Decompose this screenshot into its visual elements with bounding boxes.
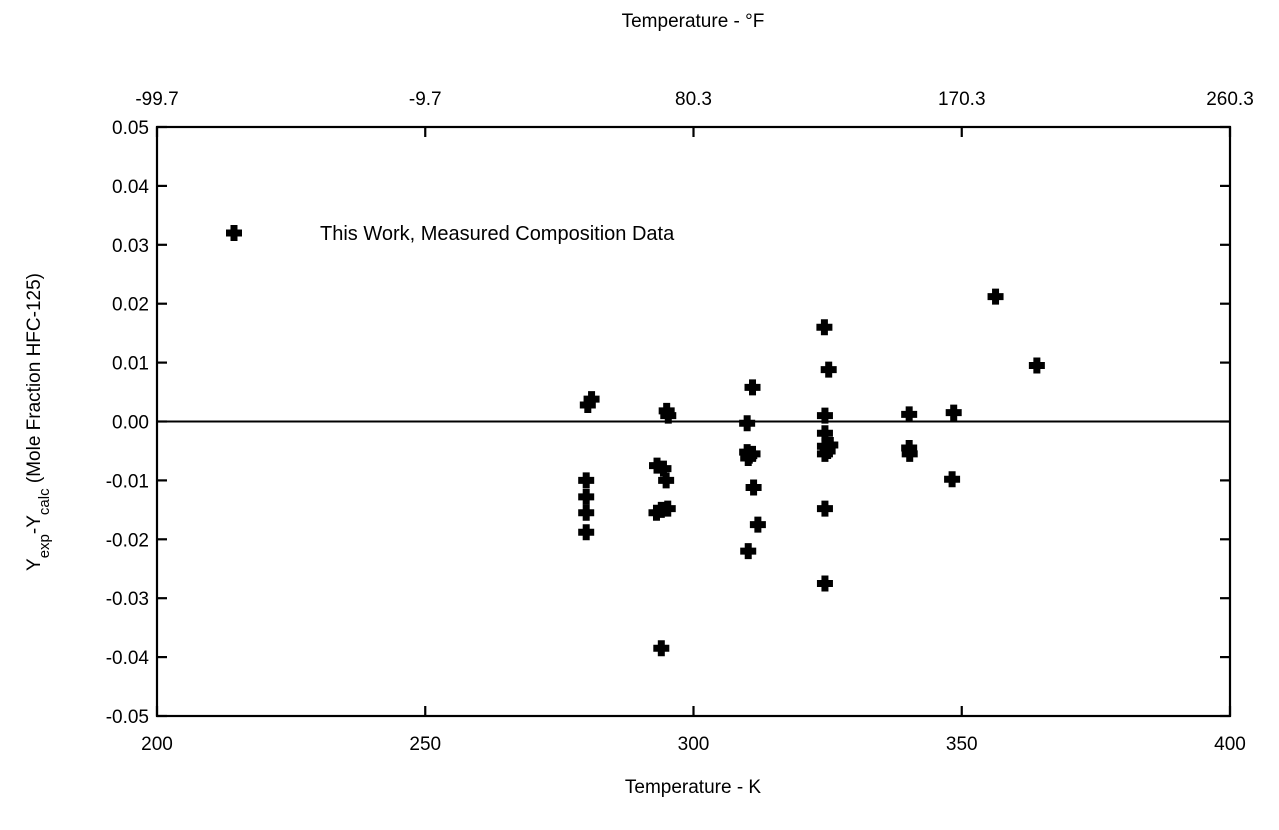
y-tick-label: -0.05 [106,707,149,728]
y-tick-label: 0.03 [112,236,149,257]
x-tick-label: 350 [946,734,978,755]
y-axis-title-mid: -Y [24,515,45,534]
data-point [816,407,833,424]
top-tick-label: 80.3 [675,89,712,110]
x-axis-title: Temperature - K [625,777,762,798]
data-point [822,437,839,454]
top-axis-title: Temperature - °F [622,11,765,32]
y-tick-label: -0.03 [106,589,149,610]
legend: This Work, Measured Composition Data [226,223,675,245]
y-tick-label: 0.02 [112,295,149,316]
data-point [655,460,672,477]
data-point [579,397,596,414]
data-point [944,471,961,488]
y-tick-label: 0.01 [112,354,149,375]
y-tick-label: -0.04 [106,648,150,669]
data-point [578,524,595,541]
data-point [945,404,962,421]
data-point [816,575,833,592]
data-point [739,415,756,432]
data-point [1028,357,1045,374]
data-point [816,319,833,336]
y-tick-label: 0.04 [112,177,149,198]
data-point [744,379,761,396]
data-point [578,504,595,521]
x-tick-label: 300 [678,734,710,755]
y-tick-label: 0.05 [112,118,149,139]
data-point [816,425,833,442]
top-tick-label: -99.7 [135,89,178,110]
y-tick-label: -0.02 [106,530,149,551]
data-point [745,479,762,496]
y-axis-title-tail: (Mole Fraction HFC-125) [24,273,45,488]
data-point [901,406,918,423]
data-point [658,472,675,489]
data-point [901,445,918,462]
y-axis-title: Yexp-Ycalc (Mole Fraction HFC-125) [24,273,53,571]
y-tick-label: 0.00 [112,413,149,434]
data-point [987,288,1004,305]
x-tick-label: 400 [1214,734,1246,755]
y-axis-title-sub1: exp [36,534,53,558]
y-axis-title-base1: Y [24,558,45,571]
x-tick-label: 250 [409,734,441,755]
y-tick-label: -0.01 [106,471,149,492]
data-point [749,516,766,533]
data-point [653,640,670,657]
data-point [820,361,837,378]
top-tick-label: -9.7 [409,89,442,110]
data-point [578,472,595,489]
top-tick-label: 260.3 [1206,89,1254,110]
x-tick-label: 200 [141,734,173,755]
data-point [816,500,833,517]
legend-marker [226,225,242,241]
data-point [740,543,757,560]
legend-label: This Work, Measured Composition Data [320,223,675,245]
y-axis-title-sub2: calc [36,488,53,515]
data-point [660,407,677,424]
data-point [816,445,833,462]
data-point [583,391,600,408]
data-point [744,445,761,462]
data-point [659,500,676,517]
top-tick-label: 170.3 [938,89,986,110]
data-points [578,288,1045,657]
data-point [578,488,595,505]
